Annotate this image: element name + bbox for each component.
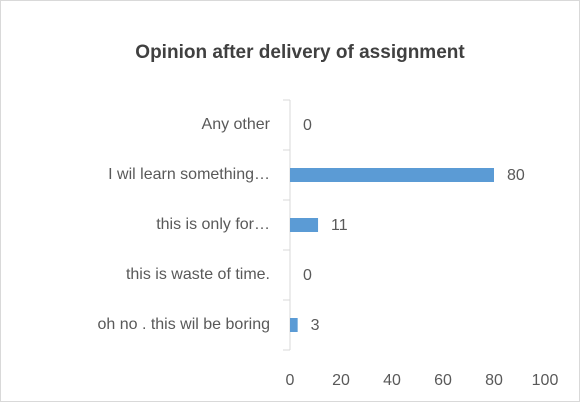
y-tick-label: I wil learn something…: [108, 166, 270, 183]
x-tick-label: 60: [434, 372, 452, 389]
data-label: 11: [331, 217, 348, 234]
data-label: 0: [303, 117, 312, 134]
x-tick-label: 100: [532, 372, 559, 389]
bar: [290, 168, 494, 182]
x-tick-label: 20: [332, 372, 350, 389]
data-label: 3: [311, 317, 320, 334]
bar: [290, 218, 319, 232]
y-tick-label: this is only for…: [156, 216, 270, 233]
y-tick-label: Any other: [202, 116, 271, 133]
data-label: 80: [507, 167, 525, 184]
chart-title: Opinion after delivery of assignment: [135, 42, 465, 63]
bar: [290, 318, 298, 332]
y-tick-label: this is waste of time.: [126, 266, 270, 283]
y-tick-label: oh no . this wil be boring: [97, 316, 270, 333]
x-tick-label: 40: [383, 372, 401, 389]
data-label: 0: [303, 267, 312, 284]
x-tick-label: 0: [286, 372, 295, 389]
x-tick-label: 80: [485, 372, 503, 389]
